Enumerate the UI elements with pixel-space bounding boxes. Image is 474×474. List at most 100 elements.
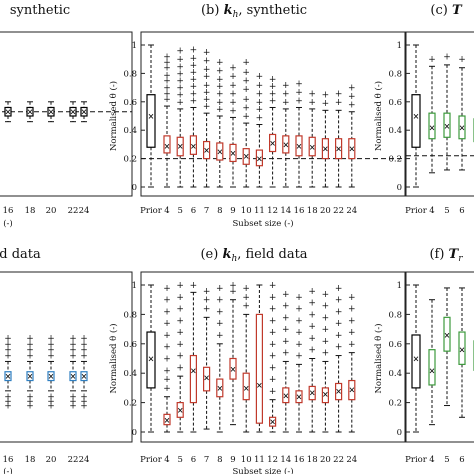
x-tick-label: Prior [405, 455, 428, 465]
outlier-point: + [190, 89, 198, 99]
box-4: ++++++++++× [163, 284, 171, 433]
x-tick-label: 10 [241, 455, 252, 465]
outlier-point: + [322, 337, 330, 347]
outlier-point: + [190, 281, 198, 291]
median-marker: × [177, 141, 184, 151]
outlier-point: + [216, 58, 224, 68]
outlier-point: + [256, 105, 264, 115]
median-marker: × [322, 144, 329, 154]
outlier-point: + [176, 77, 184, 87]
y-axis-label: Normalised θ (-) [108, 81, 119, 151]
outlier-point: + [348, 316, 356, 326]
outlier-point: + [242, 77, 250, 87]
y-tick-label: 0.8 [388, 310, 402, 320]
box-iqr [255, 149, 263, 167]
outlier-point: + [80, 397, 88, 407]
box-5: +× [443, 52, 451, 171]
box-16: +++× [295, 79, 303, 188]
x-tick-label: 20 [46, 455, 57, 465]
x-tick-label: 18 [307, 455, 318, 465]
median-marker: × [148, 111, 155, 121]
outlier-point: + [256, 72, 264, 82]
outlier-point: + [163, 366, 171, 376]
outlier-point: + [203, 48, 211, 58]
outlier-point: + [348, 328, 356, 338]
x-tick-label: 4 [429, 206, 434, 216]
x-tick-label: 16 [3, 206, 14, 216]
x-tick-label: 22 [68, 206, 79, 216]
outlier-point: + [348, 340, 356, 350]
box-9: ++ × [229, 281, 237, 426]
outlier-point: + [282, 89, 290, 99]
y-tick-label: 0.6 [123, 98, 137, 108]
outlier-point: + [203, 296, 211, 306]
outlier-point: + [269, 305, 277, 315]
box-14: +++× [282, 81, 290, 188]
box-5: ++++++++× [176, 47, 184, 188]
outlier-point: + [308, 287, 316, 297]
outlier-point: + [176, 98, 184, 108]
outlier-point: + [176, 352, 184, 362]
box-14: ++++++× [282, 290, 290, 433]
x-axis-label: Subset size (-) [232, 218, 293, 229]
outlier-point: + [282, 98, 290, 108]
box-iqr [69, 106, 77, 117]
outlier-point: + [295, 316, 303, 326]
outlier-point: + [229, 106, 237, 116]
panel-title: (b) kh, synthetic [201, 3, 307, 20]
median-marker: × [27, 371, 34, 381]
x-tick-label: 20 [320, 206, 331, 216]
box-20: +++++++× [47, 334, 55, 412]
outlier-point: + [335, 284, 343, 294]
box-iqr [216, 378, 224, 398]
median-marker: × [282, 390, 289, 400]
outlier-point: + [269, 352, 277, 362]
box-9: ++++++× [229, 64, 237, 188]
median-marker: × [177, 405, 184, 415]
outlier-point: + [216, 105, 224, 115]
outlier-point: + [4, 393, 12, 403]
outlier-point: + [163, 319, 171, 329]
y-tick-label: 0.4 [388, 369, 402, 379]
outlier-point: + [163, 343, 171, 353]
median-marker: × [413, 111, 420, 121]
box-4: +× [428, 55, 436, 174]
box-iqr [163, 413, 171, 426]
y-axis-label: Normalised θ (-) [373, 323, 384, 393]
box-iqr [269, 133, 277, 153]
outlier-point: + [256, 89, 264, 99]
axes-frame [405, 271, 474, 443]
box-iqr [176, 136, 184, 157]
outlier-point: + [242, 68, 250, 78]
median-marker: × [230, 364, 237, 374]
outlier-point: + [348, 84, 356, 94]
median-marker: × [164, 415, 171, 425]
outlier-point: + [69, 402, 77, 412]
outlier-point: + [335, 343, 343, 353]
outlier-point: + [203, 102, 211, 112]
box-iqr [47, 106, 55, 117]
box-iqr [411, 334, 421, 389]
outlier-point: + [216, 284, 224, 294]
outlier-point: + [229, 72, 237, 82]
outlier-point: + [80, 402, 88, 412]
box-16: × [4, 101, 12, 123]
panel-title: synthetic [10, 3, 70, 18]
outlier-point: + [256, 113, 264, 123]
median-marker: × [243, 383, 250, 393]
outlier-point: + [26, 397, 34, 407]
box-iqr [203, 366, 211, 392]
outlier-point: + [308, 346, 316, 356]
box-iqr [335, 138, 343, 160]
outlier-point: + [348, 101, 356, 111]
box-8: +++++++× [216, 58, 224, 188]
outlier-point: + [4, 402, 12, 412]
outlier-point: + [176, 69, 184, 79]
outlier-point: + [308, 310, 316, 320]
outlier-point: + [176, 47, 184, 57]
x-tick-label: 11 [254, 455, 265, 465]
box-20: ++ × [322, 91, 329, 188]
x-tick-label: 20 [320, 455, 331, 465]
y-tick-label: 0.8 [388, 69, 402, 79]
box-iqr [146, 331, 156, 389]
